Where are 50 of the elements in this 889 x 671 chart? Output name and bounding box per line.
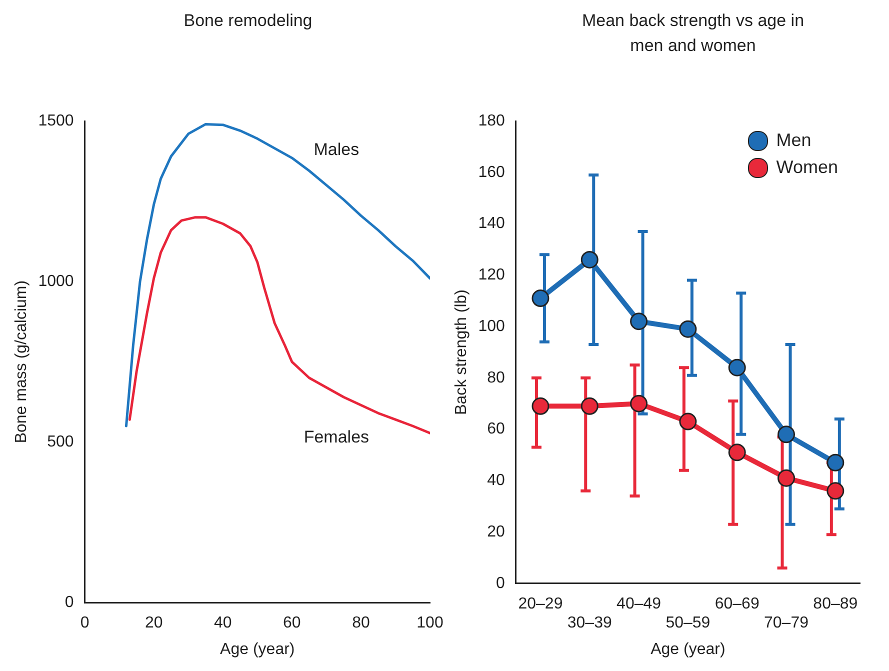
- x-tick-label: 40: [214, 614, 232, 632]
- x-tick-label: 40–49: [616, 595, 662, 612]
- x-tick-label: 20–29: [518, 595, 563, 612]
- y-tick-label: 500: [47, 433, 74, 450]
- y-tick-label: 120: [478, 266, 505, 284]
- x-axis-title: Age (year): [220, 640, 295, 658]
- legend-label: Men: [776, 130, 812, 151]
- point: [580, 397, 598, 415]
- point: [826, 454, 844, 472]
- x-tick-label: 60: [283, 614, 301, 632]
- x-tick-label: 20: [144, 614, 163, 632]
- point: [630, 312, 648, 330]
- point: [580, 250, 598, 268]
- y-tick-label: 0: [496, 574, 505, 592]
- y-tick-label: 100: [478, 318, 505, 335]
- x-tick-label: 60–69: [714, 595, 760, 612]
- y-axis-title: Back strength (lb): [453, 290, 470, 415]
- x-axis-title: Age (year): [650, 640, 726, 658]
- x-tick-label: 100: [416, 614, 444, 632]
- point: [630, 394, 648, 412]
- y-tick-label: 80: [487, 369, 505, 386]
- x-tick-label: 50–59: [666, 614, 710, 632]
- x-tick-label: 70–79: [764, 614, 809, 632]
- y-axis-title: Bone mass (g/calcium): [13, 280, 30, 444]
- point: [532, 397, 550, 415]
- x-tick-label: 80–89: [813, 595, 858, 612]
- y-tick-label: 180: [478, 112, 505, 130]
- y-tick-label: 20: [487, 523, 505, 540]
- point: [826, 482, 844, 500]
- y-tick-label: 160: [478, 164, 505, 181]
- series-label: Females: [304, 427, 370, 446]
- point: [778, 426, 796, 444]
- x-tick-label: 80: [352, 614, 370, 632]
- y-tick-label: 1500: [38, 112, 74, 130]
- point: [532, 290, 550, 308]
- point: [778, 469, 796, 487]
- x-tick-label: 0: [80, 614, 90, 632]
- point: [679, 320, 697, 338]
- point: [728, 358, 746, 376]
- chart-title: Mean back strength vs age in men and women: [580, 10, 806, 57]
- chart-title: Bone remodeling: [182, 10, 314, 32]
- point: [728, 444, 746, 462]
- legend-label: Women: [776, 157, 838, 178]
- series-label: Males: [314, 140, 360, 160]
- x-tick-label: 30–39: [567, 614, 612, 632]
- point: [679, 412, 697, 430]
- y-tick-label: 60: [487, 420, 505, 438]
- y-tick-label: 1000: [38, 272, 74, 290]
- y-tick-label: 40: [487, 472, 505, 490]
- y-tick-label: 140: [478, 215, 505, 232]
